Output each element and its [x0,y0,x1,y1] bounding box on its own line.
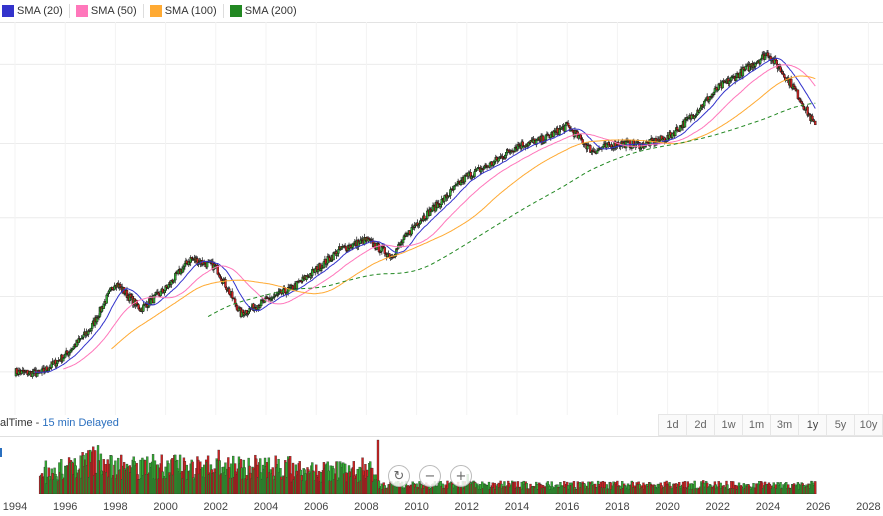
legend-label: SMA (50) [90,5,137,17]
candle-up [734,77,738,81]
zoom-reset-icon[interactable]: ↻ [388,465,410,487]
candle-up [401,239,405,244]
volume-bar [376,439,380,494]
legend-swatch [229,5,242,17]
volume-chart [38,439,817,494]
range-button-5y[interactable]: 5y [826,414,855,436]
year-tick-label: 2000 [153,501,177,513]
candle-up [430,210,434,213]
candle-up [105,294,108,304]
delayed-label: 15 min Delayed [42,417,119,429]
range-button-3m[interactable]: 3m [770,414,799,436]
candle-down [235,305,239,311]
year-tick-label: 2018 [605,501,629,513]
range-button-1w[interactable]: 1w [714,414,743,436]
year-tick-label: 2010 [404,501,428,513]
year-tick-label: 1994 [3,501,27,513]
year-tick-label: 2012 [455,501,479,513]
legend-swatch [149,5,162,17]
legend-label: SMA (200) [244,5,297,17]
year-tick-label: 2024 [756,501,780,513]
candle-down [789,78,793,88]
year-tick-label: 2028 [856,501,880,513]
range-button-1m[interactable]: 1m [742,414,771,436]
sma-line-200 [207,102,816,318]
year-tick-label: 2016 [555,501,579,513]
range-button-1d[interactable]: 1d [658,414,687,436]
realtime-status: alTime - 15 min Delayed [0,417,119,429]
sma-line-50 [63,64,816,370]
volume-bars [38,439,817,494]
volume-scale-marker [0,448,2,457]
year-axis: 1994 1996 1998 2000 2002 2004 2006 2008 2010 2012… [3,501,881,513]
year-tick-label: 1996 [53,501,77,513]
volume-divider [0,436,883,437]
candle-up [473,171,476,177]
year-tick-label: 1998 [103,501,127,513]
candle-down [15,368,19,374]
candle-down [231,291,234,299]
candle-up [36,373,39,377]
zoom-in-icon[interactable]: + [450,465,472,487]
range-button-2d[interactable]: 2d [686,414,715,436]
sma-line-100 [111,75,816,350]
legend-separator [68,4,70,18]
realtime-prefix: alTime - [0,417,43,429]
year-tick-label: 2022 [706,501,730,513]
legend-item[interactable]: SMA (100) [149,5,217,17]
candle-up [595,150,599,154]
legend-separator [142,4,144,18]
legend-item[interactable]: SMA (200) [229,5,297,17]
candle-down [344,246,348,251]
legend-label: SMA (20) [17,5,63,17]
range-selector: 1d 2d 1w 1m 3m 1y 5y 10y [658,414,883,436]
year-tick-label: 2008 [354,501,378,513]
legend-label: SMA (100) [164,5,217,17]
range-button-10y[interactable]: 10y [854,414,883,436]
year-tick-label: 2006 [304,501,328,513]
zoom-out-icon[interactable]: − [419,465,441,487]
year-tick-label: 2002 [204,501,228,513]
legend-item[interactable]: SMA (50) [75,5,137,17]
chart-legend: SMA (20) SMA (50) SMA (100) SMA (200) [0,0,883,23]
price-chart[interactable] [0,22,883,415]
legend-swatch [75,5,88,17]
range-button-1y[interactable]: 1y [798,414,827,436]
year-tick-label: 2014 [505,501,529,513]
legend-item[interactable]: SMA (20) [2,5,63,17]
year-tick-label: 2026 [806,501,830,513]
volume-bar [814,481,817,494]
legend-separator [222,4,224,18]
zoom-controls: ↻ − + [388,465,481,487]
sma-line-20 [34,57,816,373]
candle-down [814,120,817,126]
year-tick-label: 2020 [655,501,679,513]
candles [14,49,817,379]
year-tick-label: 2004 [254,501,278,513]
candle-down [742,67,746,70]
legend-swatch [2,5,14,17]
candle-up [82,334,85,338]
